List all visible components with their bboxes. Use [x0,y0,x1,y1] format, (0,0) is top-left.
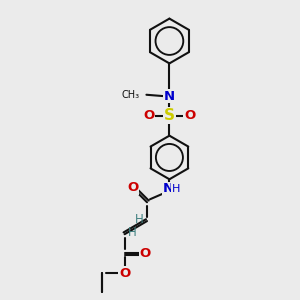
Text: O: O [127,182,138,194]
Text: O: O [184,109,195,122]
Text: O: O [119,266,130,280]
Text: H: H [135,213,144,226]
Text: O: O [143,109,155,122]
Text: N: N [162,182,173,195]
Text: S: S [164,108,175,123]
Text: N: N [164,90,175,103]
Text: H: H [128,226,136,239]
Text: H: H [172,184,180,194]
Text: CH₃: CH₃ [122,90,140,100]
Text: O: O [139,247,151,260]
